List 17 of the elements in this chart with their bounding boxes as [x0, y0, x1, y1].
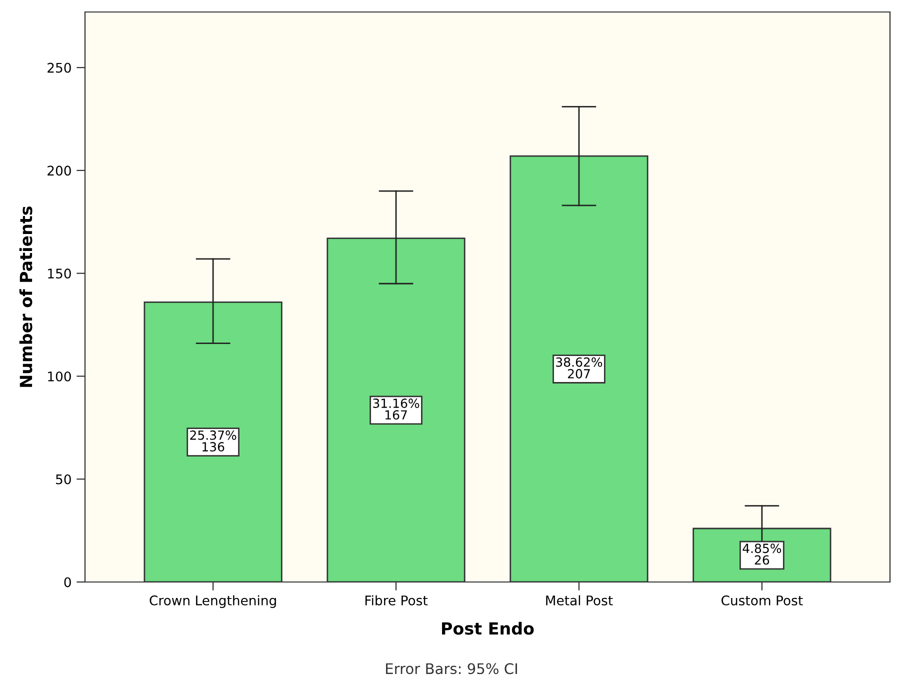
y-tick-label: 200 — [48, 166, 71, 176]
data-label: 38.62% 207 — [556, 357, 602, 378]
y-axis-title: Number of Patients — [19, 206, 32, 387]
y-tick-label: 250 — [48, 62, 71, 73]
x-tick-label: Fibre Post — [365, 595, 428, 606]
data-label: 4.85% 26 — [742, 544, 782, 565]
x-tick-label: Metal Post — [546, 595, 613, 606]
y-tick-label: 100 — [48, 371, 71, 382]
x-axis-title: Post Endo — [442, 622, 534, 635]
x-tick-label: Crown Lengthening — [150, 595, 276, 608]
data-label: 31.16% 167 — [373, 398, 420, 420]
y-tick-label: 0 — [64, 577, 71, 588]
y-tick-label: 150 — [48, 268, 71, 279]
data-label: 25.37% 136 — [190, 430, 236, 452]
text: Error Bars: 95% CI — [386, 663, 517, 674]
y-tick-label: 50 — [56, 474, 71, 484]
x-tick-label: Custom Post — [722, 595, 803, 606]
